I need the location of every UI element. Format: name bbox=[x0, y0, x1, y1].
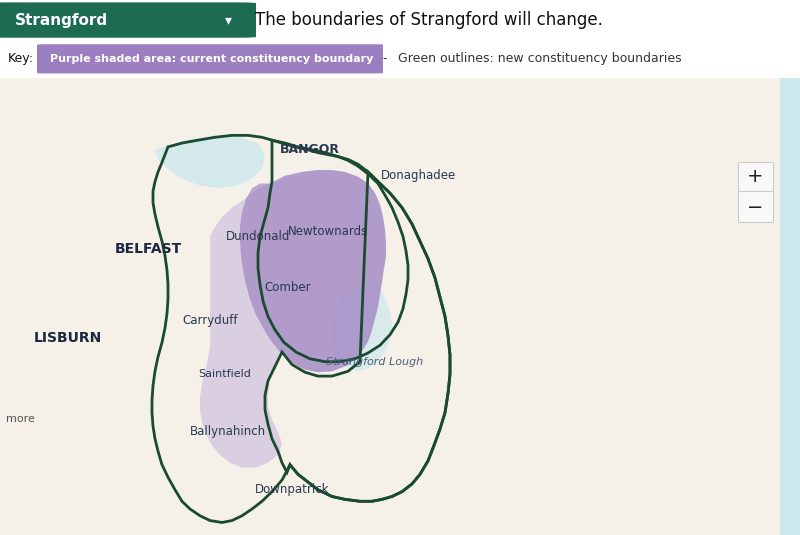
Polygon shape bbox=[240, 170, 386, 372]
FancyBboxPatch shape bbox=[37, 44, 383, 73]
Text: +: + bbox=[747, 167, 764, 186]
Text: The boundaries of Strangford will change.: The boundaries of Strangford will change… bbox=[255, 11, 603, 29]
Text: Dundonald: Dundonald bbox=[226, 230, 290, 243]
Text: Ballynahinch: Ballynahinch bbox=[190, 425, 266, 439]
Polygon shape bbox=[155, 135, 265, 188]
Text: more: more bbox=[6, 415, 34, 424]
Text: Carryduff: Carryduff bbox=[182, 314, 238, 327]
Text: BELFAST: BELFAST bbox=[114, 242, 182, 256]
Polygon shape bbox=[332, 285, 392, 371]
Text: -: - bbox=[382, 52, 386, 65]
Polygon shape bbox=[0, 78, 780, 535]
Text: Comber: Comber bbox=[265, 281, 311, 294]
Text: Strangford: Strangford bbox=[15, 12, 108, 28]
Text: −: − bbox=[747, 198, 764, 217]
Polygon shape bbox=[738, 162, 773, 222]
Text: Saintfield: Saintfield bbox=[198, 369, 251, 379]
Text: Donaghadee: Donaghadee bbox=[380, 169, 456, 182]
Text: Downpatrick: Downpatrick bbox=[254, 483, 330, 496]
Polygon shape bbox=[200, 170, 386, 468]
FancyBboxPatch shape bbox=[0, 3, 256, 37]
Text: BANGOR: BANGOR bbox=[280, 143, 340, 156]
Text: Strangford Lough: Strangford Lough bbox=[326, 357, 423, 366]
Text: Key:: Key: bbox=[8, 52, 34, 65]
Polygon shape bbox=[490, 78, 800, 535]
Text: LISBURN: LISBURN bbox=[34, 331, 102, 345]
Text: ▾: ▾ bbox=[225, 13, 231, 27]
Text: Newtownards: Newtownards bbox=[288, 225, 368, 238]
Text: Green outlines: new constituency boundaries: Green outlines: new constituency boundar… bbox=[398, 52, 682, 65]
Text: Purple shaded area: current constituency boundary: Purple shaded area: current constituency… bbox=[50, 54, 374, 64]
